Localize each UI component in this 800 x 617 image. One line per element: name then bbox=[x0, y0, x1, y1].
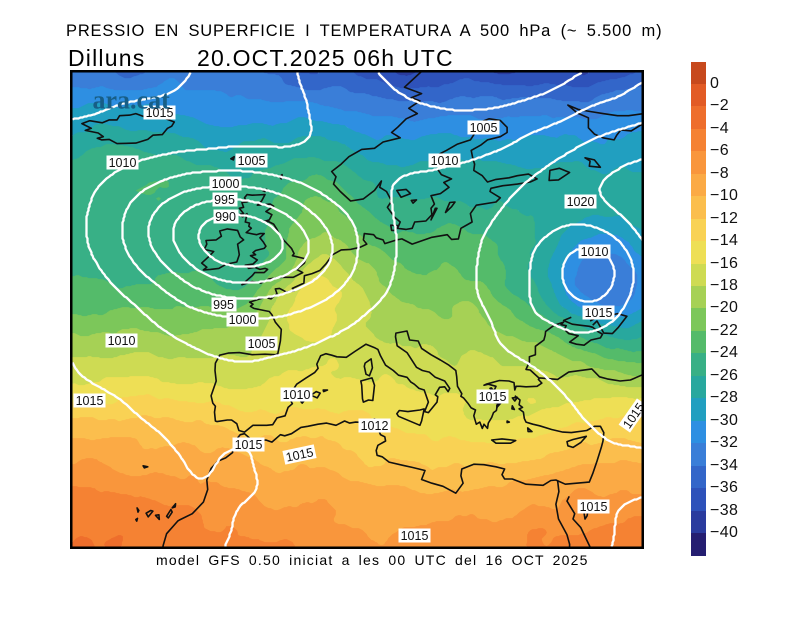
svg-text:1005: 1005 bbox=[237, 154, 265, 168]
svg-text:995: 995 bbox=[213, 298, 234, 312]
svg-text:990: 990 bbox=[215, 210, 236, 224]
svg-text:1015: 1015 bbox=[145, 106, 173, 120]
svg-text:1010: 1010 bbox=[282, 388, 310, 402]
svg-text:1015: 1015 bbox=[234, 438, 262, 452]
svg-text:1010: 1010 bbox=[580, 245, 608, 259]
svg-text:1005: 1005 bbox=[469, 121, 497, 135]
svg-text:1000: 1000 bbox=[228, 313, 256, 327]
svg-text:ara.cat: ara.cat bbox=[92, 85, 170, 114]
svg-text:995: 995 bbox=[214, 193, 235, 207]
svg-text:1015: 1015 bbox=[584, 306, 612, 320]
svg-text:1010: 1010 bbox=[107, 334, 135, 348]
svg-text:1000: 1000 bbox=[211, 177, 239, 191]
svg-text:1010: 1010 bbox=[430, 154, 458, 168]
svg-text:1012: 1012 bbox=[360, 419, 388, 433]
svg-text:1015: 1015 bbox=[284, 445, 314, 464]
svg-text:1010: 1010 bbox=[108, 156, 136, 170]
svg-text:1015: 1015 bbox=[75, 394, 103, 408]
svg-text:1015: 1015 bbox=[478, 390, 506, 404]
svg-text:1005: 1005 bbox=[247, 337, 275, 351]
svg-text:1020: 1020 bbox=[566, 195, 594, 209]
svg-text:1015: 1015 bbox=[579, 500, 607, 514]
svg-text:1015: 1015 bbox=[400, 529, 428, 543]
